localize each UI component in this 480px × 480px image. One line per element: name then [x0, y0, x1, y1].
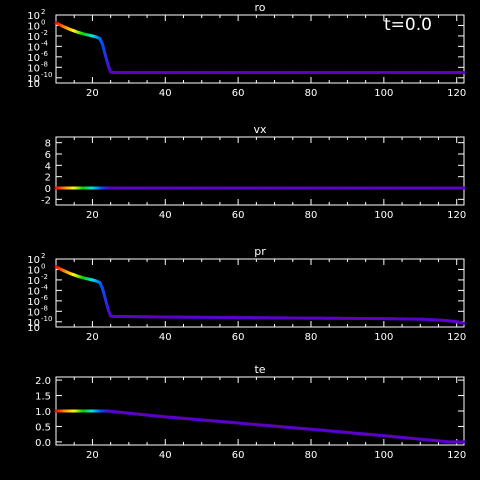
panel-te-xtick-label: 20 [86, 450, 99, 461]
panel-ro-title: ro [254, 1, 265, 14]
panel-te: te 20 40 60 80 100 120 2.0 1.5 1.0 0.5 0.0 [35, 363, 466, 461]
ytick-base: 10 [27, 42, 40, 53]
panel-ro-curve [54, 21, 466, 75]
panel-te-xtick-label: 100 [374, 450, 393, 461]
ytick-base: 10 [27, 79, 40, 90]
panel-te-curve [54, 409, 466, 444]
panel-pr-ytick-label: 10 [27, 265, 40, 276]
ytick-base: 10 [27, 74, 40, 85]
panel-vx-ytick-label: 2 [45, 173, 51, 184]
panel-vx-frame [55, 136, 465, 206]
panel-pr-xtick-label: 40 [159, 332, 172, 343]
panel-pr-xtick-label: 80 [305, 332, 318, 343]
panel-te-ytick-label: 2.0 [35, 376, 51, 387]
panel-ro-ytick-label: 10 [27, 11, 40, 22]
panel-pr-frame [55, 258, 465, 328]
panel-pr-ytick-label: 10 [27, 307, 40, 318]
panel-ro-xtick-label: 80 [305, 88, 318, 99]
panel-ro-ytick-exponent: -4 [41, 39, 49, 47]
panel-vx-ytick-label: 6 [45, 150, 51, 161]
panel-te-ytick-label: 1.5 [35, 392, 51, 403]
panel-ro-ytick-exponent: -10 [41, 71, 52, 79]
panel-vx-title: vx [253, 123, 267, 136]
ytick-base: 10 [27, 286, 40, 297]
ytick-base: 10 [27, 255, 40, 266]
panel-pr-xtick-label: 20 [86, 332, 99, 343]
panel-ro-ytick-label: 10 [27, 21, 40, 32]
panel-ro-xtick-label: 40 [159, 88, 172, 99]
panel-vx-xtick-label: 120 [447, 210, 466, 221]
ytick-base: 10 [27, 276, 40, 287]
panel-ro-ytick-label: 10 [27, 79, 40, 90]
panel-pr-ytick-label: 10 [27, 318, 40, 329]
panel-ro-ytick-label: 10 [27, 32, 40, 43]
panel-pr-curve [54, 265, 466, 325]
panel-te-ytick-label: 0.0 [35, 438, 51, 449]
panel-ro-ytick-exponent: -8 [41, 60, 48, 68]
ytick-base: 10 [27, 297, 40, 308]
panel-ro-xtick-label: 120 [447, 88, 466, 99]
ytick-base: 10 [27, 63, 40, 74]
panel-ro-ytick-exponent: 2 [41, 8, 45, 16]
panel-vx-ytick-label: 8 [45, 139, 51, 150]
ytick-base: 10 [27, 11, 40, 22]
panel-pr-xtick-label: 100 [374, 332, 393, 343]
panel-ro-ytick-label: 10 [27, 74, 40, 85]
panel-pr-ytick-label: 10 [27, 255, 40, 266]
panel-pr-xtick-label: 60 [232, 332, 245, 343]
panel-te-xtick-label: 80 [305, 450, 318, 461]
panel-te-ytick-label: 0.5 [35, 422, 51, 433]
panel-pr-ytick-exponent: 0 [41, 262, 45, 270]
panel-pr-ytick-exponent: -10 [41, 315, 52, 323]
panel-te-ytick-label: 1.0 [35, 407, 51, 418]
panel-pr-ytick-label: 10 [27, 323, 40, 334]
panel-pr-ytick-label: 10 [27, 297, 40, 308]
panel-ro-frame [55, 14, 465, 84]
panel-pr-ytick-exponent: -4 [41, 283, 49, 291]
panel-ro-ytick-label: 10 [27, 63, 40, 74]
panel-ro-ytick-label: 10 [27, 42, 40, 53]
ytick-base: 10 [27, 265, 40, 276]
ytick-base: 10 [27, 307, 40, 318]
panel-pr-ytick-exponent: -8 [41, 304, 48, 312]
panel-ro-ytick-label: 10 [27, 53, 40, 64]
panel-te-xtick-label: 60 [232, 450, 245, 461]
panel-ro-xtick-label: 100 [374, 88, 393, 99]
ytick-base: 10 [27, 323, 40, 334]
panel-vx-ytick-label: 4 [45, 161, 51, 172]
panel-pr-ytick-exponent: -2 [41, 273, 48, 281]
panel-pr-xtick-label: 120 [447, 332, 466, 343]
panel-te-xtick-label: 120 [447, 450, 466, 461]
panel-ro-ytick-exponent: -6 [41, 50, 49, 58]
time-label: t=0.0 [384, 15, 432, 35]
ytick-base: 10 [27, 318, 40, 329]
panel-ro-ytick-exponent: 0 [41, 18, 45, 26]
panel-vx-xtick-label: 60 [232, 210, 245, 221]
ytick-base: 10 [27, 32, 40, 43]
panel-vx-xtick-label: 40 [159, 210, 172, 221]
panel-vx-ytick-label: 0 [45, 184, 51, 195]
panel-pr-ytick-label: 10 [27, 276, 40, 287]
ytick-base: 10 [27, 21, 40, 32]
panel-pr-ytick-label: 10 [27, 286, 40, 297]
panel-te-xtick-label: 40 [159, 450, 172, 461]
panel-pr-ytick-exponent: 2 [41, 252, 45, 260]
panel-ro-xtick-label: 20 [86, 88, 99, 99]
panel-vx-xtick-label: 80 [305, 210, 318, 221]
panel-ro-xtick-label: 60 [232, 88, 245, 99]
panel-vx-xtick-label: 20 [86, 210, 99, 221]
panel-vx-xtick-label: 100 [374, 210, 393, 221]
panel-ro-ytick-exponent: -2 [41, 29, 48, 37]
panel-vx-ytick-label: -2 [41, 195, 51, 206]
panel-pr-ytick-exponent: -6 [41, 294, 49, 302]
panel-pr-title: pr [254, 245, 266, 258]
panel-te-title: te [254, 363, 265, 376]
ytick-base: 10 [27, 53, 40, 64]
